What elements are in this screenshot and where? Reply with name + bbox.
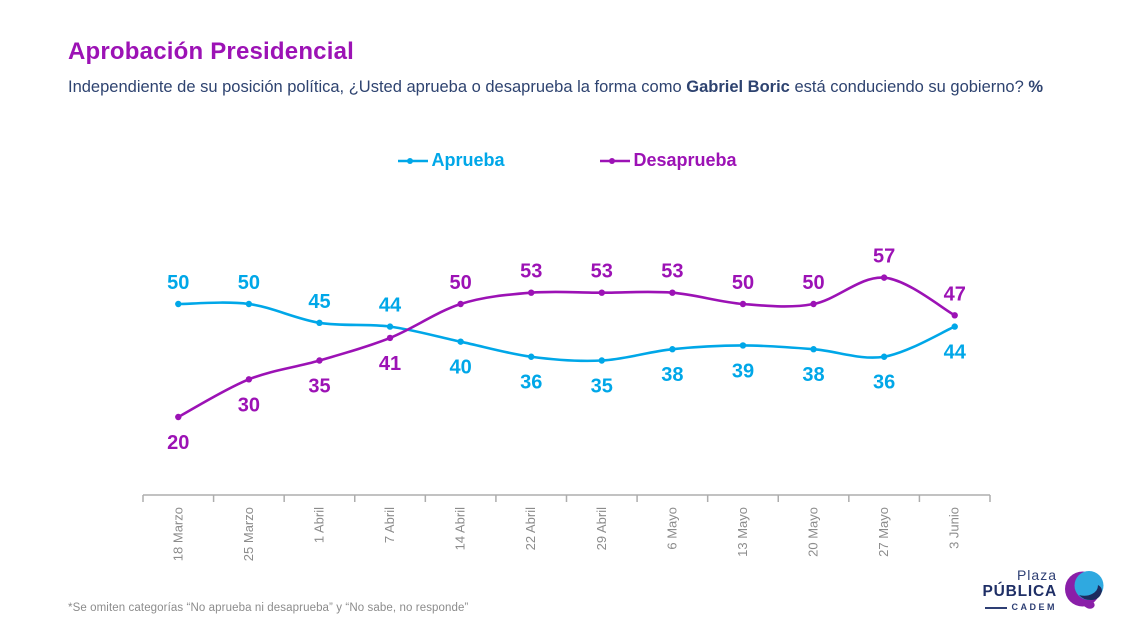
data-point-desaprueba xyxy=(175,413,182,421)
data-point-desaprueba xyxy=(245,376,253,383)
survey-question-part2: está conduciendo su gobierno? xyxy=(789,78,1029,96)
data-point-aprueba xyxy=(951,323,958,330)
data-point-aprueba xyxy=(316,319,323,327)
page-title: Aprobación Presidencial xyxy=(68,38,355,65)
logo-text: Plaza PÚBLICA CADEM xyxy=(983,568,1058,612)
data-point-aprueba xyxy=(245,300,253,308)
approval-chart-svg: 18 Marzo 25 Marzo 1 Abril 7 Abril 14 Abril 22… xyxy=(142,246,991,561)
data-label-aprueba: 40 xyxy=(450,357,472,379)
data-point-aprueba xyxy=(598,357,605,364)
x-axis-label: 7 Abril xyxy=(382,507,397,543)
line-marker-icon xyxy=(600,157,631,164)
data-point-desaprueba xyxy=(386,334,394,342)
data-label-aprueba: 44 xyxy=(944,342,967,364)
speech-bubble-icon xyxy=(1065,571,1104,609)
series-line-desaprueba xyxy=(176,276,957,419)
logo-plaza: Plaza xyxy=(1016,567,1057,583)
data-label-desaprueba: 53 xyxy=(661,261,683,283)
x-axis-label: 13 Mayo xyxy=(735,507,750,557)
data-label-aprueba: 36 xyxy=(873,372,895,394)
data-label-aprueba: 50 xyxy=(238,272,260,294)
data-label-desaprueba: 30 xyxy=(238,394,260,416)
data-label-aprueba: 38 xyxy=(661,364,683,386)
data-point-desaprueba xyxy=(669,289,676,296)
data-label-aprueba: 38 xyxy=(802,364,824,386)
data-label-desaprueba: 20 xyxy=(167,432,189,454)
data-point-desaprueba xyxy=(598,289,605,296)
x-axis-label: 6 Mayo xyxy=(664,507,679,550)
data-label-desaprueba: 35 xyxy=(308,376,330,398)
data-point-aprueba xyxy=(810,346,817,353)
x-axis-label: 29 Abril xyxy=(594,507,609,550)
data-label-desaprueba: 50 xyxy=(732,272,754,294)
x-axis-label: 18 Marzo xyxy=(170,507,185,561)
data-label-aprueba: 35 xyxy=(591,376,613,398)
data-point-desaprueba xyxy=(951,312,958,319)
data-point-desaprueba xyxy=(880,274,888,281)
data-label-desaprueba: 41 xyxy=(379,353,401,375)
footnote: *Se omiten categorías “No aprueba ni des… xyxy=(68,602,469,614)
logo-rule xyxy=(984,606,1007,609)
logo-cadem-row: CADEM xyxy=(984,601,1058,612)
x-axis-label: 1 Abril xyxy=(311,507,326,543)
data-label-aprueba: 44 xyxy=(379,295,402,317)
data-point-desaprueba xyxy=(739,300,747,308)
plaza-publica-cadem-logo: Plaza PÚBLICA CADEM xyxy=(983,568,1107,612)
data-label-aprueba: 36 xyxy=(520,372,542,394)
x-axis-label: 3 Junio xyxy=(947,507,962,549)
data-point-desaprueba xyxy=(528,289,535,296)
legend-item-desaprueba: Desaprueba xyxy=(599,150,737,171)
data-label-desaprueba: 53 xyxy=(520,261,542,283)
data-point-desaprueba xyxy=(810,300,817,308)
survey-question-part1: Independiente de su posición política, ¿… xyxy=(68,78,687,96)
approval-trend-chart: 18 Marzo 25 Marzo 1 Abril 7 Abril 14 Abril 22… xyxy=(60,230,1060,590)
survey-question-name: Gabriel Boric xyxy=(686,78,790,96)
legend-label-aprueba: Aprueba xyxy=(431,150,505,170)
x-axis-label: 25 Marzo xyxy=(241,507,256,561)
data-label-aprueba: 50 xyxy=(167,272,189,294)
survey-question-percent: % xyxy=(1028,78,1044,96)
data-point-aprueba xyxy=(739,342,747,349)
data-label-desaprueba: 50 xyxy=(802,272,824,294)
series-line-aprueba xyxy=(176,301,957,363)
data-label-desaprueba: 47 xyxy=(944,283,966,305)
data-point-desaprueba xyxy=(316,357,323,364)
data-point-aprueba xyxy=(457,338,464,345)
legend-item-aprueba: Aprueba xyxy=(397,150,504,171)
data-point-aprueba xyxy=(880,353,888,360)
data-point-aprueba xyxy=(669,346,676,353)
data-point-desaprueba xyxy=(457,300,464,308)
x-axis-label: 27 Mayo xyxy=(876,507,891,557)
logo-cadem: CADEM xyxy=(1011,601,1057,612)
chart-legend: Aprueba Desaprueba xyxy=(0,150,1134,171)
data-label-aprueba: 45 xyxy=(308,291,330,313)
logo-publica: PÚBLICA xyxy=(982,582,1057,600)
data-label-aprueba: 39 xyxy=(732,360,754,382)
x-axis-label: 14 Abril xyxy=(453,507,468,550)
x-axis-label: 20 Mayo xyxy=(806,507,821,557)
survey-question: Independiente de su posición política, ¿… xyxy=(68,76,1056,100)
data-label-desaprueba: 57 xyxy=(873,246,895,268)
x-axis-label: 22 Abril xyxy=(523,507,538,550)
data-label-desaprueba: 53 xyxy=(591,261,613,283)
line-marker-icon xyxy=(398,157,429,164)
data-label-desaprueba: 50 xyxy=(450,272,472,294)
data-point-aprueba xyxy=(175,300,182,308)
data-point-aprueba xyxy=(386,323,394,330)
legend-label-desaprueba: Desaprueba xyxy=(633,150,737,170)
data-point-aprueba xyxy=(528,353,535,360)
